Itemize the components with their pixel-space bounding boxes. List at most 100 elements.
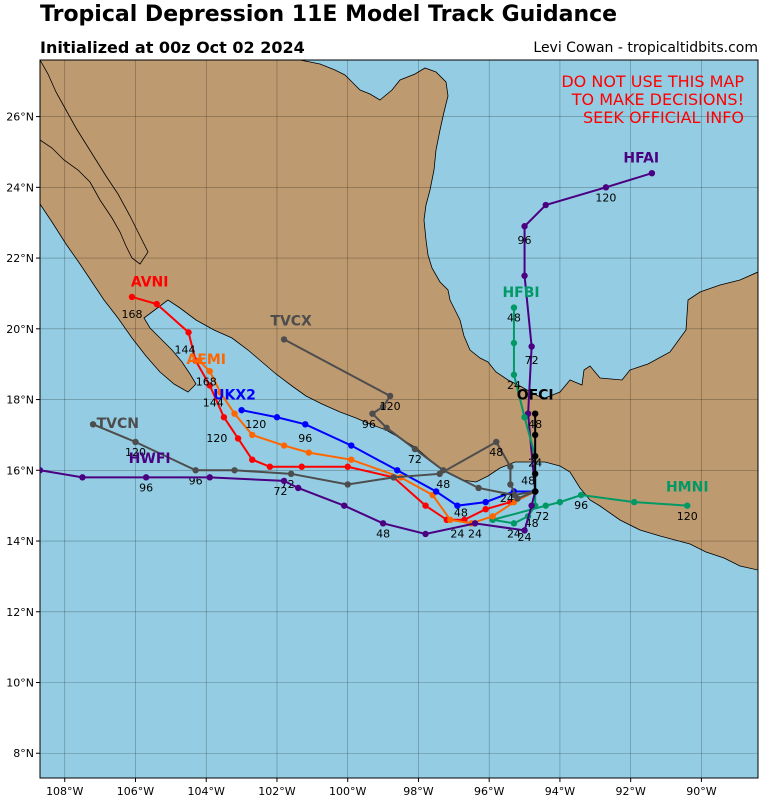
hour-label: 72 [408,453,422,466]
track-line-hmni [492,491,688,525]
hour-label: 168 [121,308,142,321]
tick-label-lat: 12°N [6,606,34,619]
mexico-pacific-coast [40,60,758,571]
tick-label-lon: 106°W [117,785,154,798]
track-point-aemi [206,368,213,375]
track-point-ukx2 [238,406,245,414]
track-point-tvcn [344,481,351,488]
track-point-aemi [489,513,496,520]
tick-label-lat: 16°N [6,464,34,477]
hour-label: 24 [528,457,542,470]
hour-label: 96 [298,432,312,445]
hour-label: 144 [203,397,224,410]
track-point-hmni [631,498,638,506]
track-point-hmni [542,502,549,509]
hour-label: 24 [500,492,514,505]
track-point-hwfi [379,520,387,527]
track-point-hwfi [471,520,479,527]
hour-label: 48 [489,446,503,459]
model-label-ofci: OFCI [517,388,554,404]
hour-label: 72 [525,354,539,367]
track-point-hmni [556,498,564,506]
hour-label: 120 [380,400,401,413]
hour-label: 48 [436,478,450,491]
model-label-tvcx: TVCX [270,313,312,329]
model-label-tvcn: TVCN [97,416,139,432]
map-credit: Levi Cowan - tropicaltidbits.com [533,40,758,56]
track-point-ofci [531,431,539,439]
model-label-avni: AVNI [131,274,169,290]
tick-label-lon: 100°W [329,785,366,798]
track-point-aemi [231,410,238,417]
track-point-ofci [531,452,539,460]
track-point-tvcn [390,474,397,481]
track-point-ukx2 [454,502,461,509]
hour-label: 24 [468,527,482,540]
track-point-ukx2 [302,421,309,428]
warning-line-3: SEEK OFFICIAL INFO [583,108,744,127]
track-point-hwfi [142,474,150,481]
track-point-tvcx [475,484,482,492]
tick-label-lat: 26°N [6,111,34,124]
tick-label-lon: 102°W [258,785,295,798]
track-point-avni [266,463,274,470]
hour-label: 48 [521,474,535,487]
track-point-avni [153,300,160,308]
track-point-hwfi [206,474,213,481]
hour-label: 120 [595,191,616,204]
track-point-ukx2 [348,442,355,449]
track-point-tvcx [386,392,394,400]
map-frame [39,59,759,779]
track-point-hwfi [40,467,44,474]
mexico-landmass [40,60,758,398]
tick-label-lon: 90°W [686,785,716,798]
track-point-tvcn [507,481,514,488]
tick-label-lat: 24°N [6,181,34,194]
tick-label-lon: 96°W [474,785,504,798]
hour-label: 96 [574,499,588,512]
track-point-ofci [531,470,539,478]
track-point-tvcx [383,424,390,432]
hour-label: 48 [528,418,542,431]
hour-label: 120 [206,432,227,445]
track-point-tvcn [89,421,97,428]
track-point-avni [128,293,136,301]
track-point-avni [206,382,213,389]
track-point-hfbi [510,304,518,311]
axis-ticks: 108°W 106°W 104°W 102°W 100°W 98°W 96°W 94°W 92°… [6,111,716,798]
track-point-tvcn [192,467,199,474]
track-point-avni [422,502,429,509]
hour-label: 72 [274,485,288,498]
track-point-hwfi [294,484,302,492]
track-point-tvcn [436,470,443,478]
track-point-tvcx [379,403,387,410]
tick-label-lat: 8°N [13,747,34,760]
hour-label: 48 [376,527,390,540]
track-point-tvcn [132,438,139,446]
track-point-avni [249,456,256,463]
track-line-hfai [523,172,653,492]
track-point-hfai [528,343,535,350]
model-label-hfai: HFAI [623,151,659,167]
track-point-tvcn [507,463,514,470]
track-point-hwfi [521,527,528,534]
track-point-hwfi [528,502,535,509]
track-point-avni [298,463,305,470]
track-point-hfai [602,184,610,191]
tick-label-lat: 20°N [6,323,34,336]
model-label-hwfi: HWFI [129,451,171,467]
track-point-hwfi [280,477,288,485]
track-point-hmni [510,520,518,527]
track-line-avni [131,296,536,521]
track-point-ukx2 [482,498,489,506]
landmasses [40,60,758,571]
hour-label: 120 [245,418,266,431]
track-point-hfai [542,201,549,209]
track-point-hfai [521,223,528,230]
track-point-ofci [531,488,539,495]
track-point-aemi [249,431,256,439]
track-point-avni [220,414,228,421]
track-point-tvcn [493,438,500,446]
model-label-hfbi: HFBI [502,285,539,301]
hour-label: 96 [139,482,153,495]
